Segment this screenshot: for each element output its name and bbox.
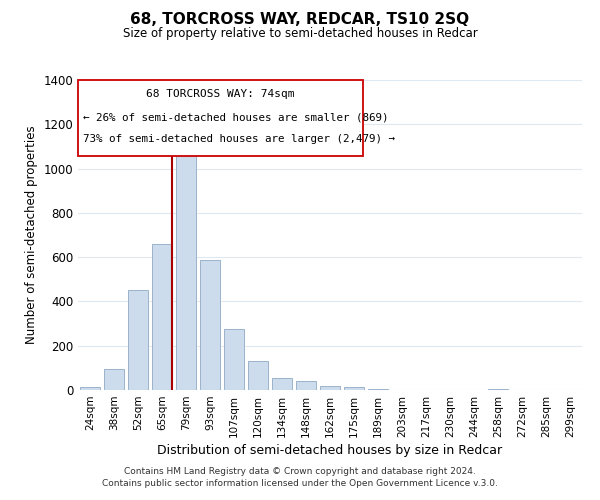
Bar bbox=[200, 260, 220, 390]
Bar bbox=[152, 244, 172, 390]
Y-axis label: Number of semi-detached properties: Number of semi-detached properties bbox=[25, 126, 38, 344]
Bar bbox=[80, 386, 100, 390]
Bar bbox=[176, 153, 196, 390]
Bar bbox=[368, 389, 388, 390]
Bar bbox=[272, 378, 292, 390]
FancyBboxPatch shape bbox=[78, 80, 363, 156]
Bar bbox=[320, 386, 340, 390]
Text: 68 TORCROSS WAY: 74sqm: 68 TORCROSS WAY: 74sqm bbox=[146, 90, 295, 100]
Bar bbox=[224, 329, 244, 390]
Bar bbox=[248, 361, 268, 390]
Bar bbox=[344, 388, 364, 390]
Bar bbox=[296, 381, 316, 390]
Text: Contains HM Land Registry data © Crown copyright and database right 2024.: Contains HM Land Registry data © Crown c… bbox=[124, 467, 476, 476]
Text: 73% of semi-detached houses are larger (2,479) →: 73% of semi-detached houses are larger (… bbox=[83, 134, 395, 144]
Text: Contains public sector information licensed under the Open Government Licence v.: Contains public sector information licen… bbox=[102, 478, 498, 488]
X-axis label: Distribution of semi-detached houses by size in Redcar: Distribution of semi-detached houses by … bbox=[157, 444, 503, 457]
Bar bbox=[488, 389, 508, 390]
Text: ← 26% of semi-detached houses are smaller (869): ← 26% of semi-detached houses are smalle… bbox=[83, 112, 389, 122]
Text: 68, TORCROSS WAY, REDCAR, TS10 2SQ: 68, TORCROSS WAY, REDCAR, TS10 2SQ bbox=[130, 12, 470, 28]
Bar bbox=[128, 290, 148, 390]
Text: Size of property relative to semi-detached houses in Redcar: Size of property relative to semi-detach… bbox=[122, 28, 478, 40]
Bar bbox=[104, 369, 124, 390]
